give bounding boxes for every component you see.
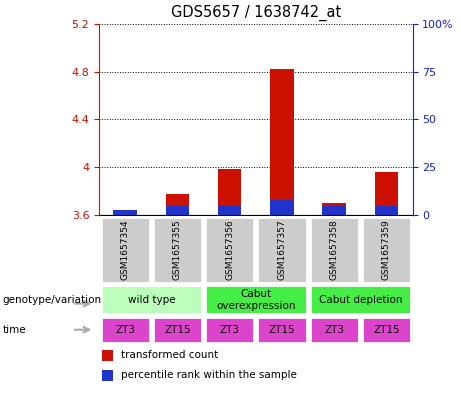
Bar — [257, 217, 307, 283]
Bar — [362, 317, 411, 343]
Bar — [323, 206, 346, 215]
Text: time: time — [2, 325, 26, 335]
Text: ZT3: ZT3 — [220, 325, 240, 335]
Bar — [102, 370, 113, 381]
Bar — [257, 317, 307, 343]
Text: GSM1657355: GSM1657355 — [173, 219, 182, 280]
Bar — [205, 285, 307, 314]
Text: ZT15: ZT15 — [269, 325, 296, 335]
Bar — [218, 169, 242, 215]
Text: wild type: wild type — [128, 295, 175, 305]
Text: genotype/variation: genotype/variation — [2, 295, 101, 305]
Bar — [362, 217, 411, 283]
Bar — [310, 317, 359, 343]
Bar — [113, 209, 137, 215]
Bar — [375, 172, 398, 215]
Text: ZT3: ZT3 — [115, 325, 135, 335]
Bar — [113, 213, 137, 215]
Bar — [100, 285, 202, 314]
Bar — [153, 217, 202, 283]
Text: Cabut
overexpression: Cabut overexpression — [216, 289, 296, 310]
Bar — [102, 350, 113, 361]
Bar — [205, 317, 254, 343]
Bar — [205, 217, 254, 283]
Text: GSM1657359: GSM1657359 — [382, 219, 391, 280]
Bar — [310, 285, 411, 314]
Text: Cabut depletion: Cabut depletion — [319, 295, 402, 305]
Title: GDS5657 / 1638742_at: GDS5657 / 1638742_at — [171, 5, 341, 21]
Bar — [166, 206, 189, 215]
Bar — [100, 317, 150, 343]
Text: GSM1657357: GSM1657357 — [278, 219, 286, 280]
Text: ZT15: ZT15 — [164, 325, 191, 335]
Bar — [270, 200, 294, 215]
Text: transformed count: transformed count — [121, 351, 219, 360]
Bar — [100, 217, 150, 283]
Text: GSM1657358: GSM1657358 — [330, 219, 339, 280]
Bar — [218, 206, 242, 215]
Bar — [323, 204, 346, 215]
Bar — [166, 194, 189, 215]
Text: GSM1657356: GSM1657356 — [225, 219, 234, 280]
Bar — [153, 317, 202, 343]
Bar — [270, 69, 294, 215]
Text: percentile rank within the sample: percentile rank within the sample — [121, 370, 297, 380]
Bar — [310, 217, 359, 283]
Text: ZT3: ZT3 — [324, 325, 344, 335]
Text: GSM1657354: GSM1657354 — [121, 219, 130, 280]
Text: ZT15: ZT15 — [373, 325, 400, 335]
Bar — [375, 206, 398, 215]
